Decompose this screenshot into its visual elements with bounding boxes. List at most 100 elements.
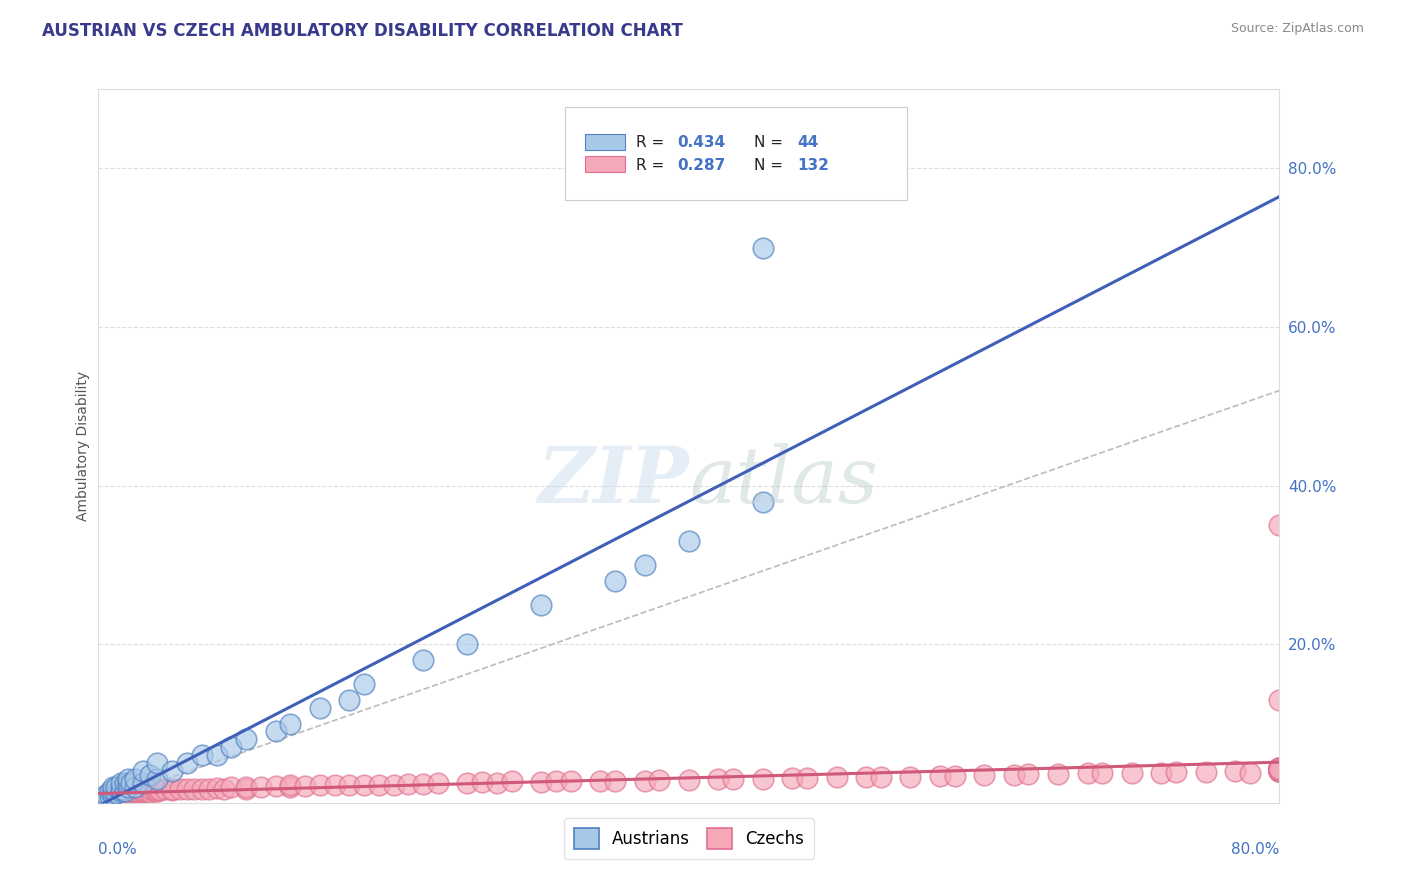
Point (1268, 764, 1291, 778)
Point (1268, 764, 1291, 778)
Point (117, 788, 139, 802)
Point (103, 788, 125, 802)
Point (943, 769, 966, 783)
Point (796, 771, 818, 785)
Text: 0.0%: 0.0% (98, 842, 138, 857)
Point (1268, 763, 1291, 777)
Point (1268, 764, 1291, 778)
Point (427, 776, 450, 790)
Point (235, 780, 257, 794)
Point (1268, 764, 1291, 778)
Point (1268, 761, 1291, 775)
Point (486, 776, 509, 790)
Point (605, 574, 627, 588)
Point (678, 772, 700, 787)
Point (98, 790, 121, 805)
Text: atlas: atlas (689, 443, 877, 520)
Point (120, 786, 142, 800)
Point (112, 785, 135, 799)
Point (1268, 762, 1291, 776)
Point (139, 782, 162, 797)
Point (94, 789, 117, 804)
Point (198, 781, 221, 796)
Point (117, 772, 139, 786)
Point (396, 777, 419, 791)
Point (107, 788, 129, 802)
Point (855, 771, 877, 785)
Point (1002, 768, 1025, 782)
Point (278, 780, 302, 794)
Point (91, 792, 114, 806)
Point (139, 785, 162, 799)
Point (105, 789, 128, 804)
Point (339, 778, 360, 792)
Point (146, 756, 169, 771)
Point (114, 776, 136, 790)
Point (278, 716, 302, 731)
Point (139, 768, 162, 782)
Point (110, 788, 132, 802)
Legend: Austrians, Czechs: Austrians, Czechs (564, 818, 814, 859)
Point (146, 784, 169, 798)
Point (560, 774, 582, 789)
Point (176, 756, 198, 771)
Point (98, 789, 121, 804)
Point (1164, 764, 1187, 779)
Point (219, 780, 242, 794)
Point (678, 534, 700, 549)
Point (235, 781, 257, 796)
Text: R =: R = (636, 136, 669, 150)
Point (928, 769, 950, 783)
Text: N =: N = (754, 136, 787, 150)
Point (143, 784, 166, 798)
Text: N =: N = (754, 158, 787, 173)
Point (723, 772, 745, 786)
Point (162, 781, 183, 796)
Point (97, 790, 120, 805)
Point (1268, 763, 1291, 777)
Point (124, 785, 146, 799)
Point (205, 748, 228, 763)
Point (1268, 762, 1291, 776)
Point (124, 772, 146, 786)
Point (153, 782, 176, 797)
Point (825, 771, 848, 785)
Point (501, 774, 523, 789)
Point (105, 786, 128, 800)
Text: 80.0%: 80.0% (1232, 842, 1279, 857)
Point (294, 779, 316, 793)
Point (1268, 518, 1291, 533)
Text: 132: 132 (797, 158, 830, 173)
Point (114, 784, 136, 798)
Point (162, 783, 183, 797)
Point (120, 776, 142, 790)
Point (707, 772, 730, 786)
Point (135, 784, 157, 798)
Point (412, 653, 434, 667)
Point (191, 748, 214, 763)
Point (97, 789, 120, 804)
Point (782, 771, 804, 785)
Point (264, 724, 287, 739)
Point (110, 781, 132, 796)
Point (114, 784, 136, 798)
Point (751, 772, 773, 786)
Point (1268, 762, 1291, 776)
Point (94, 788, 117, 802)
Point (1268, 762, 1291, 776)
Point (98, 784, 121, 798)
Point (250, 780, 273, 794)
Point (132, 764, 155, 778)
Point (94, 792, 117, 806)
Point (546, 774, 568, 789)
Point (212, 781, 235, 796)
Point (219, 740, 242, 755)
Point (368, 778, 391, 792)
Point (323, 778, 346, 792)
Point (235, 732, 257, 747)
Point (1268, 762, 1291, 776)
Point (633, 773, 655, 788)
Point (1077, 766, 1099, 780)
Point (132, 785, 155, 799)
Point (162, 764, 183, 778)
